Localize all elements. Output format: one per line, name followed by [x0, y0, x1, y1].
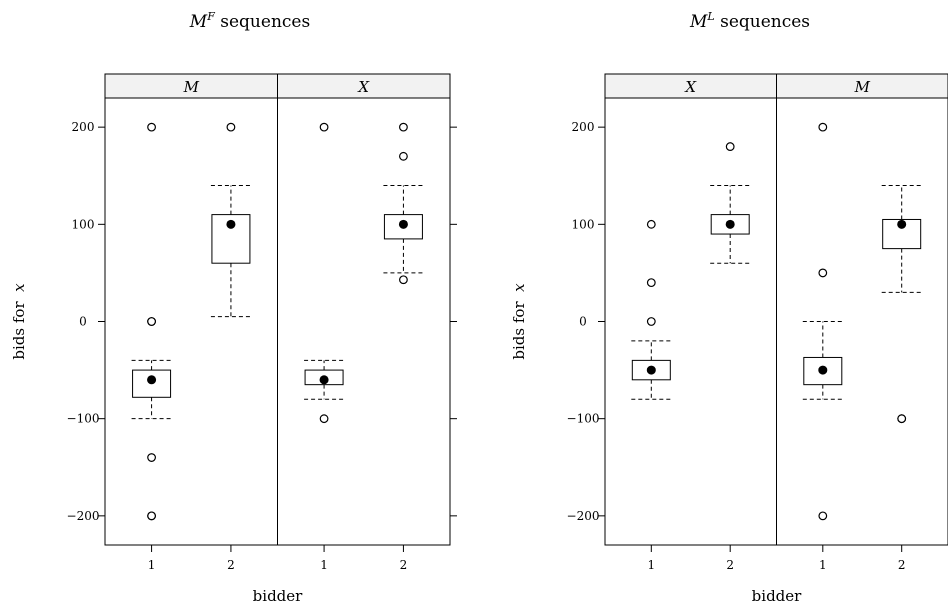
median-point	[147, 375, 157, 385]
box-1	[631, 219, 672, 400]
box-2	[383, 122, 424, 285]
panel-strip	[277, 73, 451, 99]
outlier-point	[399, 275, 408, 285]
outlier-point	[725, 142, 735, 151]
panel-strip	[776, 73, 948, 99]
box-2	[710, 142, 751, 264]
x-tick-label: 1	[148, 558, 156, 572]
chart-title-rest: sequences	[715, 12, 810, 32]
chart-title-rest: sequences	[215, 12, 310, 32]
panel-strip-label: X	[357, 78, 370, 96]
outlier-point	[399, 151, 408, 161]
box-1	[802, 122, 843, 521]
y-tick-label: −200	[67, 509, 100, 523]
panel-strip	[104, 73, 278, 99]
median-point	[646, 365, 656, 375]
box-1	[304, 122, 345, 424]
y-axis-label-base: bids for	[10, 297, 28, 360]
chart-title-base: M	[189, 12, 208, 32]
outlier-point	[646, 219, 656, 229]
outlier-point	[818, 511, 828, 521]
y-axis-label-base: bids for	[510, 297, 528, 360]
chart-title-base: M	[689, 12, 708, 32]
outlier-point	[818, 268, 828, 278]
panel-strip-label: X	[684, 78, 697, 96]
outlier-point	[147, 511, 156, 521]
panel-2: M 1 2	[776, 73, 948, 572]
x-tick-label: 2	[726, 558, 734, 572]
outlier-point	[897, 414, 907, 424]
outlier-point	[319, 122, 329, 132]
median-point	[226, 219, 236, 229]
x-tick-label: 2	[227, 558, 235, 572]
chart-title: ML sequences	[689, 10, 810, 32]
box-2	[881, 184, 922, 424]
outlier-point	[147, 122, 156, 132]
median-point	[319, 375, 329, 385]
panel-2: X 1 2	[277, 73, 451, 572]
panel-1: M 1 2	[104, 73, 278, 572]
y-axis-label-variable: x	[510, 283, 528, 297]
median-point	[398, 219, 408, 229]
x-tick-label: 1	[647, 558, 655, 572]
y-tick-label: 200	[72, 120, 95, 134]
outlier-point	[399, 122, 408, 132]
box-2	[210, 122, 251, 318]
chart-title-superscript: F	[206, 10, 215, 23]
median-point	[818, 365, 828, 375]
x-axis-label: bidder	[253, 587, 303, 605]
x-tick-label: 1	[819, 558, 827, 572]
panel-strip-label: M	[854, 78, 871, 96]
x-tick-label: 2	[898, 558, 906, 572]
y-tick-label: −200	[567, 509, 600, 523]
outlier-point	[147, 317, 156, 326]
outlier-point	[646, 317, 656, 326]
y-axis-label: bids for x	[10, 283, 28, 360]
y-tick-label: 0	[79, 315, 87, 329]
outlier-point	[319, 414, 329, 424]
panel-strip	[604, 73, 777, 99]
chart-title-superscript: L	[706, 10, 714, 23]
y-tick-label: 0	[579, 315, 587, 329]
y-tick-label: 100	[72, 217, 95, 231]
chart-title: MF sequences	[189, 10, 310, 32]
x-tick-label: 1	[320, 558, 328, 572]
outlier-point	[226, 122, 236, 132]
y-axis-label: bids for x	[510, 283, 528, 360]
y-tick-label: 200	[572, 120, 595, 134]
y-tick-label: −100	[567, 412, 600, 426]
x-axis-label: bidder	[752, 587, 802, 605]
median-point	[725, 219, 735, 229]
outlier-point	[147, 453, 156, 462]
outlier-point	[646, 278, 656, 288]
y-tick-label: −100	[67, 412, 100, 426]
x-tick-label: 2	[400, 558, 408, 572]
y-axis-label-variable: x	[10, 283, 28, 297]
median-point	[897, 219, 907, 229]
y-tick-label: 100	[572, 217, 595, 231]
panel-1: X 1 2	[604, 73, 777, 572]
panel-strip-label: M	[183, 78, 200, 96]
box-1	[131, 122, 172, 521]
outlier-point	[818, 122, 828, 132]
